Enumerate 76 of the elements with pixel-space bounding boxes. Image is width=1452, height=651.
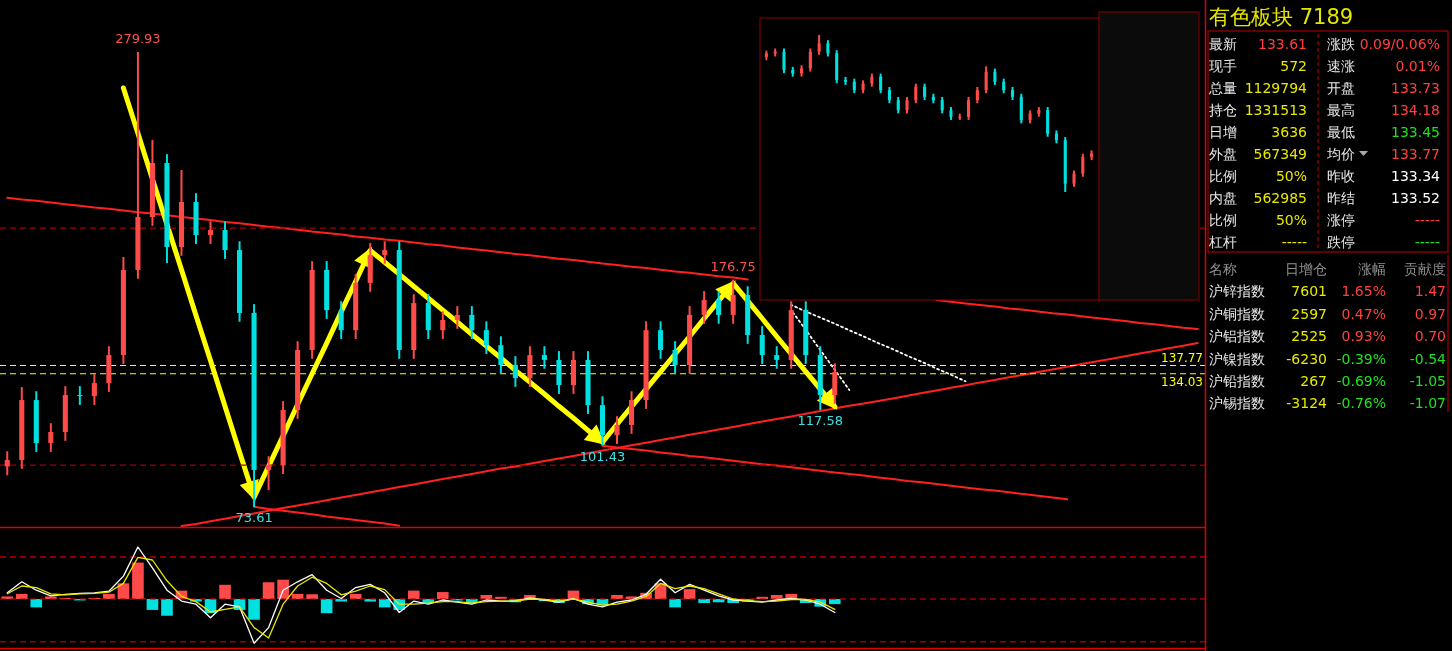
text: -6230 [1286,350,1327,367]
text: 0.01% [1395,58,1440,74]
text: 133.52 [1391,190,1440,206]
text: 昨收 [1327,168,1355,184]
text: -0.69% [1336,373,1386,389]
text: 沪铝指数 [1209,328,1265,345]
text: 133.73 [1391,80,1440,96]
text: 开盘 [1327,80,1355,96]
text: -0.39% [1336,350,1386,367]
text: 0.47% [1341,305,1386,322]
text: 持仓 [1209,102,1237,118]
text: 涨停 [1327,212,1355,228]
annotation: 176.75 [710,258,756,274]
text: 562985 [1253,190,1307,206]
text: 133.34 [1391,168,1441,184]
text: 名称 [1209,261,1237,277]
text: 沪镍指数 [1209,350,1265,367]
text: 日增 [1209,124,1237,140]
text: 最高 [1327,102,1355,118]
text: 572 [1280,58,1307,74]
text: 均价 [1326,146,1355,162]
text: 沪铜指数 [1209,305,1265,322]
text: 133.61 [1258,36,1307,52]
text: 有色板块 7189 [1209,5,1354,29]
text: -3124 [1286,395,1328,412]
text: 涨跌 [1327,36,1355,52]
text: 7601 [1291,283,1327,300]
text: 总量 [1208,80,1237,96]
text: 比例 [1209,212,1237,228]
text: 50% [1275,168,1307,184]
text: 1331513 [1244,102,1307,118]
text: 567349 [1253,146,1307,162]
text: 涨幅 [1358,261,1386,277]
text: 0.97 [1414,305,1446,322]
text: -0.76% [1336,395,1386,412]
text: 134.18 [1391,102,1440,118]
text: 0.09/0.06% [1359,36,1440,52]
text: 1129794 [1244,80,1308,96]
annotation: 101.43 [579,448,626,464]
text: 跌停 [1327,234,1355,250]
text: 1.65% [1341,283,1386,300]
text: 比例 [1209,168,1237,184]
annotation: 117.58 [797,413,844,429]
text: 昨结 [1327,190,1355,206]
text: 最低 [1327,124,1355,140]
text: ----- [1414,234,1440,250]
annotation: 279.93 [115,31,161,46]
text: 沪铅指数 [1209,373,1265,389]
ref-line-label: 137.77 [1161,350,1203,365]
text: 2525 [1291,328,1327,345]
text: 沪锡指数 [1209,395,1265,412]
text: 速涨 [1327,58,1355,74]
text: 133.77 [1391,146,1440,162]
text: -1.05 [1409,373,1446,389]
text: 0.93% [1341,328,1386,345]
text: -1.07 [1409,395,1446,412]
text: ----- [1414,212,1440,228]
text: 1.47 [1414,283,1446,300]
text: -0.54 [1409,350,1447,367]
ref-line-label: 134.03 [1161,374,1203,389]
text: 267 [1300,373,1327,389]
text: 沪锌指数 [1209,283,1265,300]
text: 2597 [1291,305,1327,322]
text: ----- [1281,234,1307,250]
text: 贡献度 [1404,261,1446,277]
text: 外盘 [1209,146,1237,162]
text: 3636 [1271,124,1308,140]
text: 0.70 [1414,328,1446,345]
text: 杠杆 [1208,234,1237,250]
text: 现手 [1209,58,1237,74]
text: 日增仓 [1285,261,1327,277]
text: 133.45 [1391,124,1440,140]
text: 50% [1275,212,1307,228]
text: 最新 [1209,36,1237,52]
text: 内盘 [1209,190,1237,206]
annotation: 73.61 [235,510,273,525]
